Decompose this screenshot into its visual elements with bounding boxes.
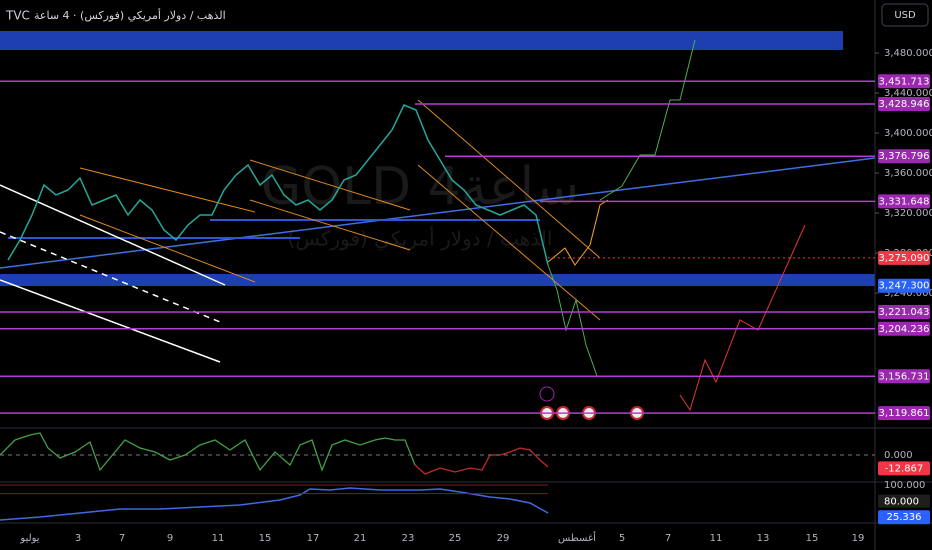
- channel-line: [0, 279, 221, 363]
- x-tick-label: 3: [75, 533, 81, 544]
- event-icon[interactable]: [539, 386, 555, 402]
- currency[interactable]: USD: [894, 10, 916, 21]
- x-tick-label: أغسطس: [558, 531, 596, 544]
- level-tag: [878, 321, 930, 336]
- projection-green-up: [599, 39, 696, 201]
- oscillator-label: -12.867: [885, 463, 924, 474]
- x-tick-label: يوليو: [19, 533, 39, 544]
- y-tick-label: 3,360.000: [884, 168, 932, 179]
- level-tag: [878, 194, 930, 209]
- projection-green-down: [547, 264, 598, 377]
- last-price-tag: [878, 250, 930, 265]
- rsi-label: 25.336: [887, 512, 922, 523]
- y-tick-label: 3,480.000: [884, 48, 932, 59]
- y-tick-label: 3,400.000: [884, 128, 932, 139]
- symbol: TVC: [5, 9, 30, 23]
- supply-zone: [0, 31, 843, 50]
- x-tick-label: 9: [167, 533, 173, 544]
- level-tag: [878, 369, 930, 384]
- x-tick-label: 13: [757, 533, 770, 544]
- x-tick-label: 11: [710, 533, 723, 544]
- level-tag: [878, 74, 930, 89]
- rsi-top-label: 100.000: [884, 480, 925, 491]
- demand-zone: [0, 274, 875, 286]
- watermark-symbol: GOLD 4ساعة: [261, 157, 579, 217]
- x-tick-label: 19: [852, 533, 865, 544]
- x-tick-label: 21: [354, 533, 367, 544]
- rsi-tag: [878, 510, 930, 525]
- level-label: 3,119.861: [879, 408, 930, 419]
- oscillator-tag: [878, 461, 930, 476]
- price-line: [7, 104, 549, 266]
- level-label: 3,428.946: [879, 99, 930, 110]
- orange-channels: [79, 99, 601, 321]
- currency-button[interactable]: [881, 3, 929, 27]
- rsi-upper-tag: [878, 494, 930, 508]
- level-label: 3,376.796: [879, 151, 930, 162]
- level-tag: [878, 406, 930, 421]
- level-tag: [878, 97, 930, 112]
- x-tick-label: 17: [307, 533, 320, 544]
- x-tick-label: 25: [449, 533, 462, 544]
- x-tick-label: 29: [497, 533, 510, 544]
- channel-mid: [0, 231, 221, 323]
- zone-tag: [878, 278, 930, 293]
- projection-orange: [547, 199, 609, 266]
- last-price-label: 3,275.090: [879, 253, 930, 264]
- x-tick-label: 15: [259, 533, 272, 544]
- zone-label: 3,247.300: [879, 281, 930, 292]
- x-tick-label: 23: [402, 533, 415, 544]
- rsi-upper-label: 80.000: [884, 497, 919, 508]
- projection-red: [679, 224, 806, 412]
- zero-label: 0.000: [884, 450, 913, 461]
- rsi-line: [0, 487, 549, 521]
- y-tick-label: 3,320.000: [884, 208, 932, 219]
- symbol-title: الذهب / دولار أمريكي (فوركس) · 4 ساعة: [34, 8, 226, 22]
- level-label: 3,204.236: [879, 324, 930, 335]
- y-tick-label: 3,240.000: [884, 288, 932, 299]
- x-tick-label: 7: [665, 533, 671, 544]
- level-label: 3,221.043: [879, 307, 930, 318]
- watermark-name: الذهب / دولار أمريكي (فوركس): [288, 226, 553, 252]
- y-tick-label: 3,440.000: [884, 88, 932, 99]
- oscillator-line: [0, 432, 416, 472]
- level-label: 3,451.713: [879, 76, 930, 87]
- level-label: 3,331.648: [879, 196, 930, 207]
- level-tag: [878, 149, 930, 164]
- x-tick-label: 5: [619, 533, 625, 544]
- x-tick-label: 15: [806, 533, 819, 544]
- level-label: 3,156.731: [879, 371, 930, 382]
- x-tick-label: 7: [119, 533, 125, 544]
- level-tag: [878, 304, 930, 319]
- x-tick-label: 11: [212, 533, 225, 544]
